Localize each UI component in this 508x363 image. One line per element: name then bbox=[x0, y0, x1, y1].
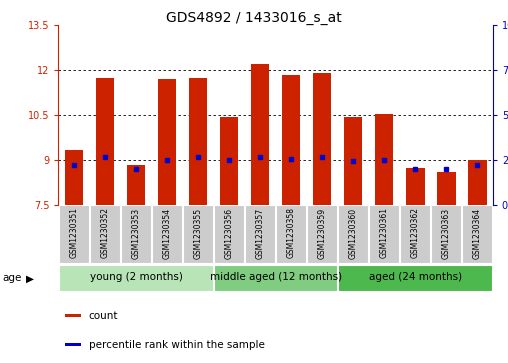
Text: GSM1230364: GSM1230364 bbox=[473, 207, 482, 258]
Bar bbox=[65, 150, 83, 205]
Bar bbox=[276, 205, 306, 263]
Bar bbox=[65, 343, 81, 346]
Text: count: count bbox=[89, 311, 118, 321]
Text: middle aged (12 months): middle aged (12 months) bbox=[209, 272, 342, 282]
Bar bbox=[245, 205, 275, 263]
Text: age: age bbox=[3, 273, 22, 284]
Text: aged (24 months): aged (24 months) bbox=[369, 272, 462, 282]
Bar bbox=[468, 160, 487, 205]
Text: GSM1230355: GSM1230355 bbox=[194, 207, 203, 258]
Bar bbox=[437, 172, 456, 205]
Text: GSM1230356: GSM1230356 bbox=[225, 207, 234, 258]
Bar bbox=[188, 78, 207, 205]
Bar bbox=[214, 265, 337, 291]
Text: GSM1230353: GSM1230353 bbox=[132, 207, 141, 258]
Bar bbox=[90, 205, 120, 263]
Text: ▶: ▶ bbox=[26, 273, 35, 284]
Bar bbox=[462, 205, 492, 263]
Text: GDS4892 / 1433016_s_at: GDS4892 / 1433016_s_at bbox=[166, 11, 342, 25]
Bar bbox=[96, 78, 114, 205]
Bar bbox=[65, 314, 81, 317]
Text: GSM1230357: GSM1230357 bbox=[256, 207, 265, 258]
Bar bbox=[375, 114, 394, 205]
Bar bbox=[400, 205, 430, 263]
Text: GSM1230361: GSM1230361 bbox=[379, 207, 389, 258]
Bar bbox=[338, 265, 492, 291]
Text: GSM1230359: GSM1230359 bbox=[318, 207, 327, 258]
Text: GSM1230354: GSM1230354 bbox=[163, 207, 172, 258]
Bar bbox=[59, 265, 213, 291]
Bar bbox=[338, 205, 368, 263]
Bar bbox=[431, 205, 461, 263]
Text: GSM1230362: GSM1230362 bbox=[410, 207, 420, 258]
Bar bbox=[307, 205, 337, 263]
Bar bbox=[183, 205, 213, 263]
Bar bbox=[121, 205, 151, 263]
Bar bbox=[59, 205, 89, 263]
Text: GSM1230351: GSM1230351 bbox=[70, 207, 78, 258]
Text: GSM1230358: GSM1230358 bbox=[287, 207, 296, 258]
Bar bbox=[220, 117, 238, 205]
Bar bbox=[313, 73, 331, 205]
Bar bbox=[251, 64, 269, 205]
Bar bbox=[282, 75, 300, 205]
Bar bbox=[214, 205, 244, 263]
Text: percentile rank within the sample: percentile rank within the sample bbox=[89, 339, 265, 350]
Text: GSM1230352: GSM1230352 bbox=[101, 207, 109, 258]
Bar bbox=[126, 165, 145, 205]
Text: GSM1230360: GSM1230360 bbox=[348, 207, 358, 258]
Text: GSM1230363: GSM1230363 bbox=[442, 207, 451, 258]
Bar bbox=[344, 117, 362, 205]
Text: young (2 months): young (2 months) bbox=[89, 272, 182, 282]
Bar bbox=[152, 205, 182, 263]
Bar bbox=[157, 79, 176, 205]
Bar bbox=[369, 205, 399, 263]
Bar bbox=[406, 168, 425, 205]
